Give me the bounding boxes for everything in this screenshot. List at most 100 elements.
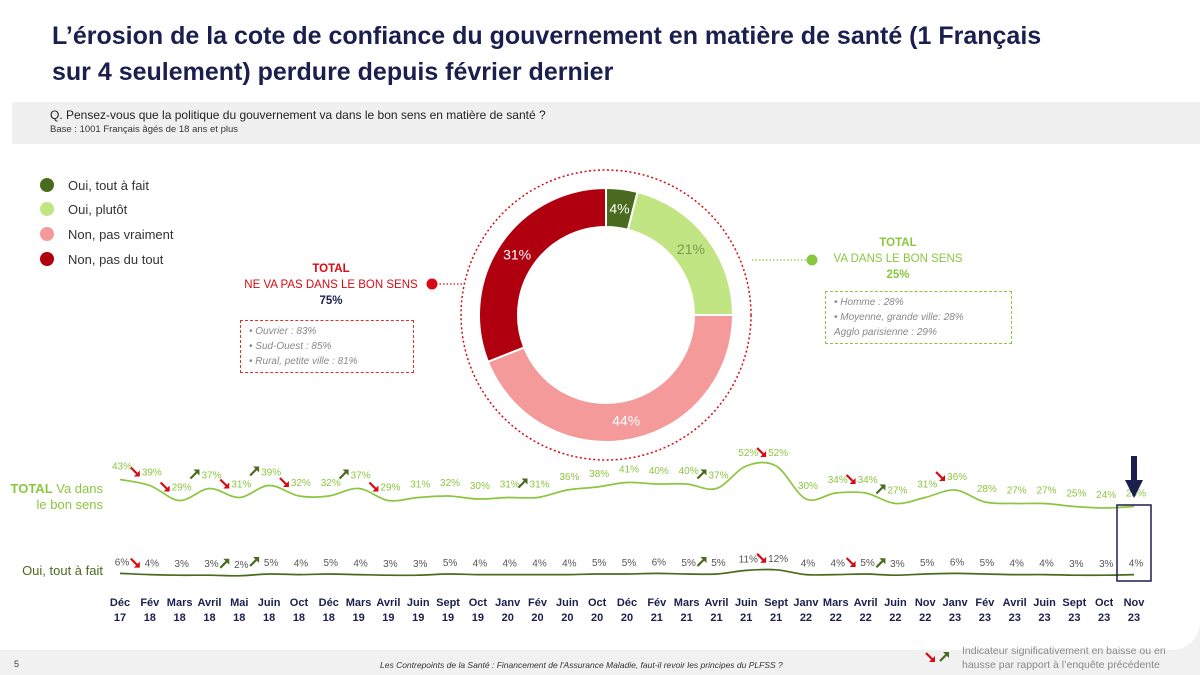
trend-down-arrow-icon (845, 557, 856, 567)
x-tick-label: Avril (1003, 597, 1027, 609)
data-label: 25% (1066, 489, 1086, 500)
data-label: 5% (443, 558, 458, 569)
data-label: 3% (413, 559, 428, 570)
box-no-item: • Sud-Ouest : 85% (249, 341, 332, 352)
x-tick-label: Avril (376, 597, 400, 609)
x-tick-label: 18 (203, 612, 215, 624)
data-label: 40% (679, 466, 699, 477)
x-tick-label: 20 (561, 612, 573, 624)
box-no-item: • Rural, petite ville : 81% (249, 356, 358, 367)
indicator-legend-text: Indicateur significativement en baisse o… (962, 645, 1166, 671)
box-yes-item: Agglo parisienne : 29% (834, 327, 937, 338)
data-label: 32% (440, 478, 460, 489)
donut-slice (486, 314, 735, 443)
data-label: 4% (562, 559, 577, 570)
x-tick-label: 22 (919, 612, 931, 624)
trend-down-arrow-icon (279, 477, 289, 487)
trend-up-arrow-icon (338, 469, 349, 480)
x-tick-label: 21 (740, 612, 752, 624)
x-tick-label: 23 (1009, 612, 1021, 624)
donut-value-label: 44% (612, 413, 640, 429)
x-tick-label: Mars (346, 597, 372, 609)
data-label: 41% (619, 465, 639, 476)
legend-label: Non, pas vraiment (68, 226, 174, 242)
data-label: 4% (294, 559, 309, 570)
legend-item-oui-tout-a-fait: Oui, tout à fait (40, 176, 149, 194)
legend-swatch (40, 252, 54, 266)
data-label: 5% (324, 558, 339, 569)
series-label-total-rest1: Va dans (52, 481, 103, 496)
data-label: 11% (739, 554, 758, 565)
data-label: 4% (831, 559, 846, 570)
question-band (12, 102, 1200, 144)
x-tick-label: 18 (323, 612, 335, 624)
trend-up-arrow-icon (219, 558, 230, 569)
data-label: 37% (201, 471, 221, 482)
data-label: 29% (380, 483, 400, 494)
x-tick-label: 21 (681, 612, 693, 624)
data-label: 3% (1069, 559, 1084, 570)
x-tick-label: Déc (319, 597, 339, 609)
title-band (14, 0, 1200, 98)
x-tick-label: Fév (647, 597, 667, 609)
legend-label: Oui, plutôt (68, 201, 128, 217)
callout-no-value: 75% (319, 295, 343, 307)
connector-yes-dot (806, 254, 818, 266)
x-tick-label: Juin (1033, 597, 1056, 609)
callout-yes-line1: TOTAL (879, 237, 917, 249)
data-label: 52% (768, 448, 788, 459)
x-tick-label: Mars (674, 597, 700, 609)
donut-value-label: 31% (503, 247, 531, 263)
x-tick-label: Mai (230, 597, 248, 609)
trend-down-arrow-icon (159, 481, 170, 492)
legend-item-oui-plutot: Oui, plutôt (40, 200, 127, 218)
data-label: 3% (383, 559, 398, 570)
callout-no-line2: NE VA PAS DANS LE BON SENS (244, 279, 418, 291)
trend-up-arrow-icon (696, 557, 707, 567)
x-tick-label: 23 (949, 612, 961, 624)
legend-swatch (40, 227, 54, 241)
data-label: 5% (622, 558, 637, 569)
trend-up-arrow-icon (939, 652, 949, 662)
data-label: 31% (917, 480, 937, 491)
x-tick-label: 21 (651, 612, 663, 624)
x-tick-label: Juin (735, 597, 758, 609)
data-label: 6% (115, 557, 130, 568)
data-label: 5% (681, 558, 696, 569)
trend-down-arrow-icon (756, 447, 767, 457)
x-tick-label: Oct (469, 597, 488, 609)
box-yes-details: • Homme : 28% • Moyenne, grande ville: 2… (825, 291, 1012, 344)
data-label: 36% (947, 472, 967, 483)
data-label: 4% (1129, 559, 1144, 570)
x-tick-label: Déc (617, 597, 637, 609)
x-tick-label: 22 (889, 612, 901, 624)
x-tick-label: 21 (710, 612, 722, 624)
callout-yes-line2: VA DANS LE BON SENS (833, 253, 963, 265)
x-tick-label: Avril (854, 597, 878, 609)
x-tick-label: Fév (140, 597, 160, 609)
data-label: 31% (530, 480, 550, 491)
data-label: 39% (142, 468, 162, 479)
data-label: 27% (887, 486, 907, 497)
data-label: 37% (351, 471, 371, 482)
x-tick-label: 19 (382, 612, 394, 624)
x-tick-label: Oct (290, 597, 309, 609)
data-label: 4% (473, 559, 488, 570)
x-tick-label: Juin (407, 597, 430, 609)
x-tick-label: 23 (1038, 612, 1050, 624)
x-tick-label: 23 (1068, 612, 1080, 624)
data-label: 34% (828, 475, 848, 486)
x-tick-label: 20 (531, 612, 543, 624)
legend-label: Oui, tout à fait (68, 177, 149, 193)
x-tick-label: Avril (704, 597, 728, 609)
box-yes-item: • Homme : 28% (834, 297, 904, 308)
x-tick-label: 18 (174, 612, 186, 624)
page-number: 5 (14, 659, 20, 669)
x-tick-label: 18 (233, 612, 245, 624)
series-label-total-rest2: le bon sens (36, 497, 104, 512)
x-tick-label: Nov (915, 597, 937, 609)
donut-value-label: 21% (677, 241, 705, 257)
x-tick-label: Fév (975, 597, 995, 609)
data-label: 5% (860, 558, 875, 569)
